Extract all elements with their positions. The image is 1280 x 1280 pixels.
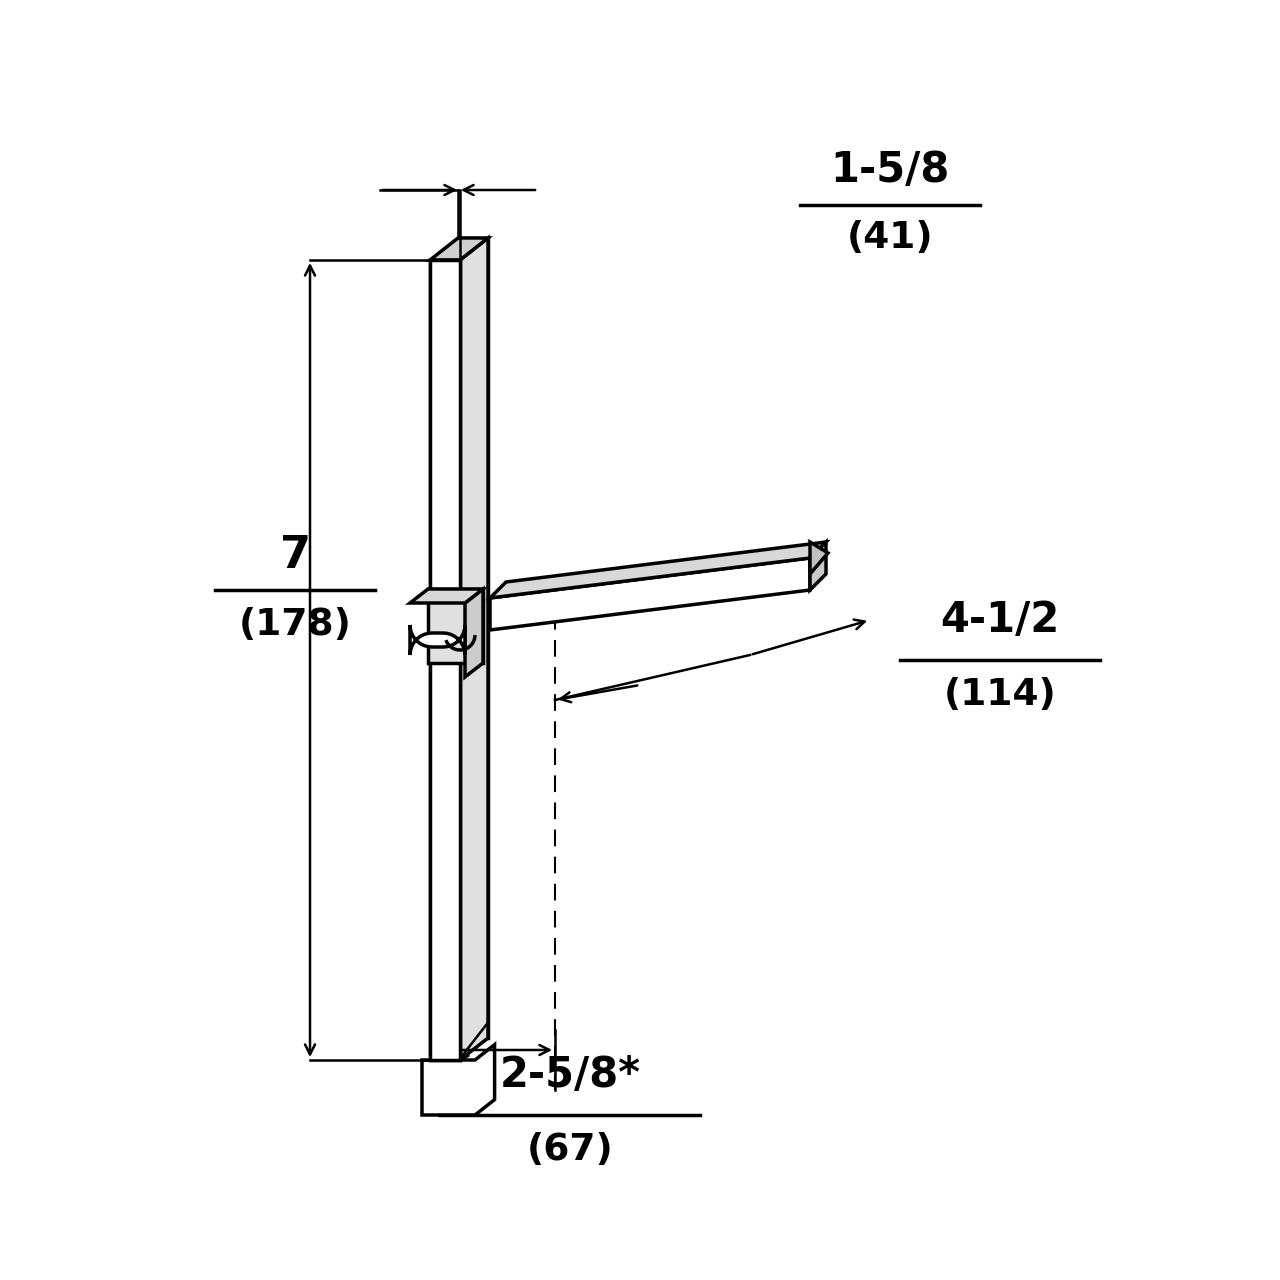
Polygon shape [430, 260, 460, 1060]
Text: (114): (114) [943, 677, 1056, 713]
Polygon shape [430, 238, 488, 260]
Polygon shape [422, 1044, 494, 1115]
Text: (41): (41) [846, 220, 933, 256]
Text: 1-5/8: 1-5/8 [831, 148, 950, 191]
Text: (178): (178) [238, 607, 352, 643]
Text: 7: 7 [279, 534, 311, 576]
Polygon shape [458, 238, 488, 1038]
Polygon shape [490, 558, 810, 630]
Text: (67): (67) [526, 1132, 613, 1167]
Polygon shape [410, 625, 465, 655]
Polygon shape [465, 589, 483, 677]
Polygon shape [810, 541, 826, 590]
Polygon shape [460, 238, 488, 1060]
Polygon shape [428, 589, 483, 663]
Polygon shape [810, 541, 828, 573]
Text: 2-5/8*: 2-5/8* [499, 1053, 640, 1096]
Text: 4-1/2: 4-1/2 [941, 599, 1060, 641]
Polygon shape [410, 589, 483, 603]
Polygon shape [490, 541, 826, 598]
Polygon shape [430, 260, 460, 1060]
